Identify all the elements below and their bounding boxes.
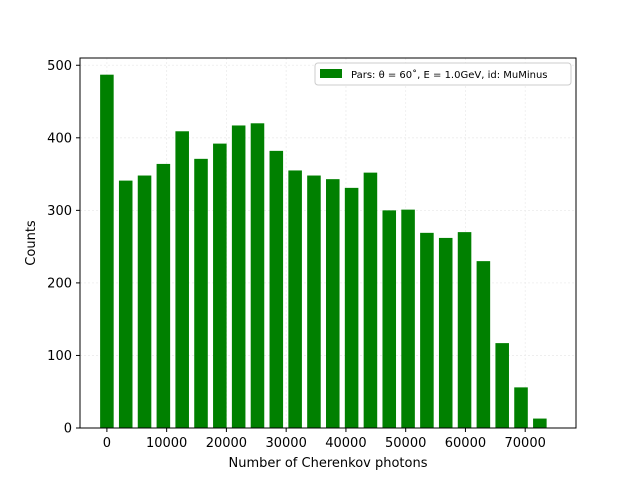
bar <box>175 131 189 428</box>
bar <box>326 179 340 428</box>
bars <box>100 74 547 429</box>
x-axis-label: Number of Cherenkov photons <box>229 456 428 471</box>
y-tick-label: 0 <box>64 422 72 437</box>
x-tick-label: 40000 <box>325 436 366 451</box>
x-tick-label: 10000 <box>146 436 187 451</box>
bar <box>100 74 114 428</box>
bar <box>288 170 302 428</box>
legend-label: Pars: θ = 60˚, E = 1.0GeV, id: MuMinus <box>351 69 548 81</box>
y-tick-label: 500 <box>47 59 72 74</box>
x-ticks: 0 10000 20000 30000 40000 50000 60000 70000 <box>103 428 546 451</box>
y-ticks: 0 100 200 300 400 500 <box>47 59 80 437</box>
bar <box>213 143 227 428</box>
bar <box>476 261 491 428</box>
bar <box>382 210 397 428</box>
y-tick-label: 200 <box>47 276 72 291</box>
x-tick-label: 0 <box>103 436 111 451</box>
bar <box>514 387 528 428</box>
bar <box>269 150 284 429</box>
x-tick-label: 50000 <box>385 436 426 451</box>
x-tick-label: 70000 <box>505 436 546 451</box>
bar <box>250 123 265 428</box>
x-tick-label: 60000 <box>445 436 486 451</box>
bar <box>344 187 359 428</box>
y-axis-label: Counts <box>24 220 39 266</box>
bar <box>533 418 547 428</box>
bar <box>231 125 246 429</box>
bar <box>156 163 171 428</box>
bar <box>495 343 509 428</box>
bar <box>194 158 208 428</box>
bar <box>307 175 321 428</box>
bar <box>363 172 378 428</box>
x-tick-label: 30000 <box>265 436 306 451</box>
legend-box <box>314 62 572 86</box>
bar <box>457 232 472 428</box>
legend-swatch <box>320 69 342 78</box>
bar <box>438 237 453 428</box>
bar <box>137 175 152 428</box>
y-tick-label: 100 <box>47 349 72 364</box>
legend: Pars: θ = 60˚, E = 1.0GeV, id: MuMinus <box>314 62 572 86</box>
plot-frame <box>79 57 577 429</box>
y-tick-label: 400 <box>47 131 72 146</box>
bar <box>420 232 434 428</box>
x-tick-label: 20000 <box>206 436 247 451</box>
bar <box>118 180 133 428</box>
bar <box>401 209 415 428</box>
y-tick-label: 300 <box>47 204 72 219</box>
axes <box>79 57 577 429</box>
